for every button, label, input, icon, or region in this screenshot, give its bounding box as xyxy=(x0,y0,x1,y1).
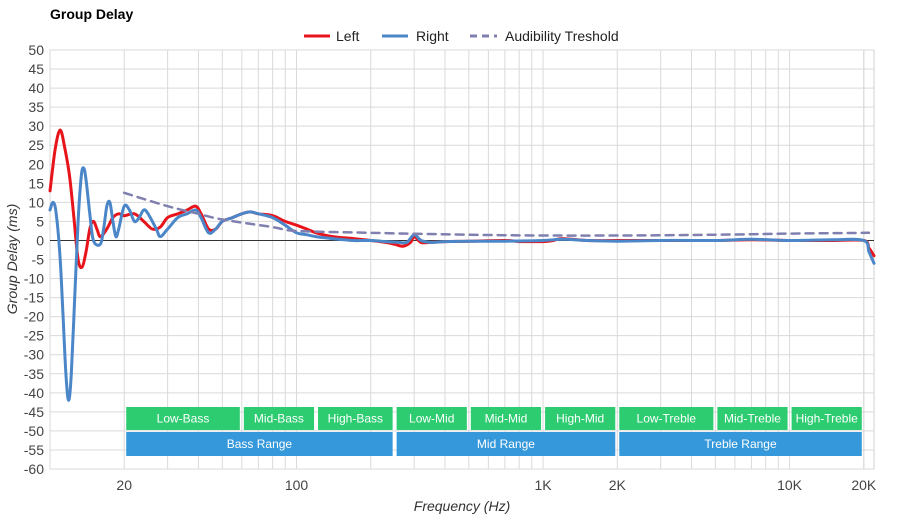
legend-label-left: Left xyxy=(336,28,359,44)
y-tick-label: -55 xyxy=(24,442,44,458)
range-band-label: Treble Range xyxy=(704,437,777,451)
range-band-label: High-Treble xyxy=(796,412,859,426)
x-axis-ticks: 20 100 1K 2K 10K 20K xyxy=(116,477,876,493)
y-tick-label: -10 xyxy=(24,271,44,287)
legend-label-audibility-treshold: Audibility Treshold xyxy=(505,28,619,44)
y-tick-label: -60 xyxy=(24,461,44,477)
sub-range-high-mid: High-Mid xyxy=(545,407,616,430)
range-band-label: High-Mid xyxy=(556,412,604,426)
x-tick-label: 1K xyxy=(534,477,552,493)
y-tick-label: -5 xyxy=(32,252,45,268)
range-band-label: Mid-Treble xyxy=(724,412,781,426)
y-tick-label: -45 xyxy=(24,404,44,420)
y-tick-label: -50 xyxy=(24,423,44,439)
range-band-label: Low-Mid xyxy=(409,412,454,426)
y-tick-label: 5 xyxy=(36,213,44,229)
range-band-label: Low-Treble xyxy=(637,412,697,426)
range-band-rect xyxy=(126,432,393,456)
range-band-label: Mid Range xyxy=(477,437,535,451)
legend-item-audibility-treshold[interactable]: Audibility Treshold xyxy=(470,28,619,44)
y-tick-label: -35 xyxy=(24,366,44,382)
x-tick-label: 10K xyxy=(777,477,803,493)
y-tick-label: 40 xyxy=(28,80,44,96)
x-tick-label: 20 xyxy=(116,477,132,493)
y-tick-label: 0 xyxy=(36,232,44,248)
y-tick-label: 45 xyxy=(28,61,44,77)
main-range-treble-range: Treble Range xyxy=(619,432,862,456)
range-band-label: Bass Range xyxy=(227,437,293,451)
range-band-rect xyxy=(243,407,315,430)
legend: Left Right Audibility Treshold xyxy=(304,28,619,44)
y-tick-label: -40 xyxy=(24,385,44,401)
range-band-rect xyxy=(318,407,393,430)
sub-range-high-bass: High-Bass xyxy=(318,407,393,430)
y-tick-label: 30 xyxy=(28,118,44,134)
grid xyxy=(49,49,875,470)
x-tick-label: 100 xyxy=(285,477,309,493)
sub-range-mid-treble: Mid-Treble xyxy=(717,407,788,430)
series-lines xyxy=(48,128,876,402)
series-line-right xyxy=(48,166,876,402)
range-band-rect xyxy=(619,432,862,456)
x-tick-label: 2K xyxy=(609,477,627,493)
y-tick-label: -30 xyxy=(24,347,44,363)
range-band-rect xyxy=(396,432,616,456)
range-band-label: Mid-Bass xyxy=(254,412,304,426)
main-range-bass-range: Bass Range xyxy=(126,432,393,456)
legend-item-right[interactable]: Right xyxy=(382,28,449,44)
y-tick-label: 20 xyxy=(28,156,44,172)
sub-range-low-bass: Low-Bass xyxy=(126,407,240,430)
sub-range-mid-mid: Mid-Mid xyxy=(470,407,542,430)
y-tick-label: 15 xyxy=(28,175,44,191)
y-tick-label: 10 xyxy=(28,194,44,210)
y-tick-label: -25 xyxy=(24,328,44,344)
y-tick-label: 50 xyxy=(28,42,44,58)
range-band-rect xyxy=(126,407,240,430)
range-band-rect xyxy=(470,407,542,430)
range-band-label: Low-Bass xyxy=(157,412,210,426)
y-axis-title: Group Delay (ms) xyxy=(4,204,20,314)
range-band-label: Mid-Mid xyxy=(485,412,528,426)
range-band-rect xyxy=(396,407,467,430)
legend-item-left[interactable]: Left xyxy=(304,28,359,44)
y-tick-label: -20 xyxy=(24,309,44,325)
range-band-label: High-Bass xyxy=(328,412,383,426)
frequency-range-bands: Low-Bass Mid-Bass High-Bass Low-Mid Mid-Mid H… xyxy=(126,407,862,456)
x-tick-label: 20K xyxy=(851,477,877,493)
range-band-rect xyxy=(545,407,616,430)
y-tick-label: 25 xyxy=(28,137,44,153)
series-line-left xyxy=(48,128,876,270)
legend-label-right: Right xyxy=(416,28,449,44)
chart-title: Group Delay xyxy=(50,6,133,22)
y-tick-label: 35 xyxy=(28,99,44,115)
range-band-rect xyxy=(717,407,788,430)
range-band-rect xyxy=(791,407,862,430)
main-range-mid-range: Mid Range xyxy=(396,432,616,456)
y-tick-label: -15 xyxy=(24,290,44,306)
sub-range-high-treble: High-Treble xyxy=(791,407,862,430)
range-band-rect xyxy=(619,407,714,430)
x-axis-title: Frequency (Hz) xyxy=(414,498,510,514)
y-axis-ticks: 50454035302520151050-5-10-15-20-25-30-35… xyxy=(24,42,44,477)
sub-range-low-mid: Low-Mid xyxy=(396,407,467,430)
sub-range-low-treble: Low-Treble xyxy=(619,407,714,430)
sub-range-mid-bass: Mid-Bass xyxy=(243,407,315,430)
series-line-audibility-treshold xyxy=(122,191,871,237)
